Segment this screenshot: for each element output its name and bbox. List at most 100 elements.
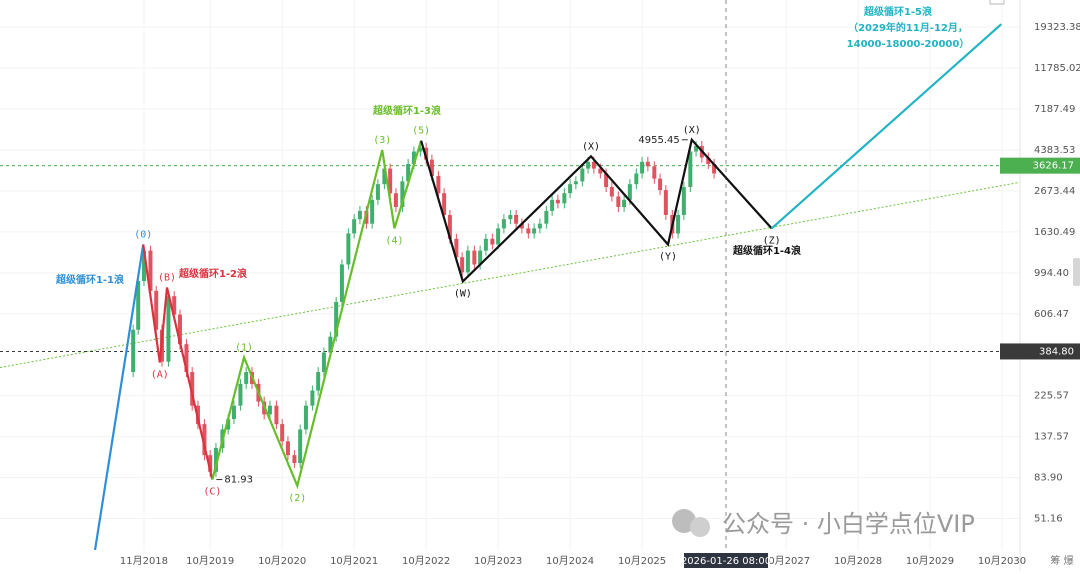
- x-tick-label: 10月2022: [402, 555, 450, 567]
- candle: [616, 196, 621, 208]
- candle: [555, 199, 560, 204]
- wave-note: （2029年的11月-12月，: [848, 21, 968, 34]
- price-note: 4955.45: [638, 135, 679, 146]
- x-tick-label: 10月2019: [186, 555, 234, 567]
- candle: [532, 228, 537, 234]
- y-tick-label: 51.16: [1034, 514, 1063, 525]
- x-tick-label: 10月2030: [978, 555, 1026, 567]
- candle: [436, 176, 441, 194]
- candle: [346, 233, 351, 265]
- candle: [213, 447, 218, 472]
- x-tick-label: 10月2027: [762, 555, 810, 567]
- wave-label: (C): [203, 487, 221, 498]
- candle: [339, 264, 344, 302]
- wave-label: (W): [454, 288, 472, 299]
- wave-label: (3): [373, 135, 391, 146]
- wave-label: (Y): [659, 251, 677, 262]
- x-tick-label: 10月2024: [546, 555, 594, 567]
- candle: [370, 199, 375, 224]
- price-tag-label: 3626.17: [1033, 161, 1074, 172]
- candle: [148, 250, 153, 291]
- candle: [177, 314, 182, 345]
- candle: [537, 223, 542, 229]
- candle: [712, 163, 717, 174]
- candle: [364, 210, 369, 224]
- candle: [136, 281, 141, 330]
- candle: [526, 228, 531, 234]
- candle: [580, 168, 585, 182]
- x-tick-label: 10月2025: [618, 555, 666, 567]
- candle: [663, 190, 668, 215]
- candle: [357, 210, 362, 220]
- wave-line: [142, 244, 214, 480]
- x-tick-label: 10月2020: [258, 555, 306, 567]
- watermark: 公众号 · 小白学点位VIP: [672, 509, 975, 538]
- y-tick-label: 83.90: [1034, 473, 1063, 484]
- candle: [442, 193, 447, 215]
- x-tick-label: 10月2023: [474, 555, 522, 567]
- candle: [280, 424, 285, 442]
- candle: [388, 168, 393, 194]
- y-tick-label: 11785.02: [1034, 63, 1080, 74]
- candle: [418, 147, 423, 152]
- wave-name: 超级循环1-5浪: [863, 5, 932, 18]
- candle: [226, 419, 231, 430]
- candle: [375, 184, 380, 200]
- wave-name: 超级循环1-3浪: [372, 104, 441, 117]
- candle: [310, 390, 315, 406]
- candle: [208, 455, 213, 472]
- candle: [634, 173, 639, 185]
- candle: [706, 157, 711, 164]
- candle: [604, 173, 609, 188]
- candle: [562, 193, 567, 204]
- corner-box: [989, 0, 1005, 5]
- candle: [154, 290, 159, 330]
- candle: [238, 383, 243, 406]
- candle: [681, 187, 686, 215]
- wave-label: (0): [134, 229, 152, 240]
- candle: [447, 214, 452, 239]
- candle: [285, 441, 290, 456]
- y-tick-label: 225.57: [1034, 391, 1069, 402]
- crosshair-tag: [684, 553, 768, 568]
- y-tick-label: 994.40: [1034, 268, 1069, 279]
- candle: [645, 161, 650, 167]
- candle: [465, 250, 470, 273]
- candle: [640, 161, 645, 174]
- y-tick-label: 1630.49: [1034, 227, 1075, 238]
- candle: [298, 429, 303, 464]
- candle: [393, 193, 398, 208]
- wave-label: (B): [158, 272, 176, 283]
- side-handle[interactable]: [1073, 258, 1080, 286]
- candle: [429, 159, 434, 177]
- candle: [334, 301, 339, 337]
- candle: [166, 296, 171, 362]
- candle: [519, 223, 524, 229]
- x-tick-label: 11月2018: [120, 555, 168, 567]
- candle: [292, 455, 297, 464]
- candle: [652, 166, 657, 179]
- candle: [400, 181, 405, 208]
- wave-name: 超级循环1-4浪: [732, 244, 801, 257]
- wave-label: (X): [582, 141, 600, 152]
- wave-label: (1): [235, 342, 253, 353]
- wave-name: 超级循环1-2浪: [178, 267, 247, 280]
- candle: [406, 163, 411, 182]
- candle: [328, 336, 333, 353]
- wave-line: [93, 244, 145, 551]
- price-tag: [1000, 157, 1080, 174]
- candle: [694, 145, 699, 152]
- candle: [478, 250, 483, 265]
- candle: [568, 184, 573, 194]
- wave-label: (X): [683, 125, 701, 136]
- candle: [131, 329, 136, 373]
- price-tag: [1000, 343, 1080, 360]
- crosshair-label: 2026-01-26 08:00: [681, 556, 771, 567]
- candle: [321, 352, 326, 373]
- wave-note: 14000-18000-20000）: [847, 37, 970, 50]
- price-tag-label: 384.80: [1039, 346, 1074, 357]
- wave-name: 超级循环1-1浪: [55, 273, 124, 286]
- plot: (0) 超级循环1-1浪 (A) (B) (C) 超级循环1-2浪 (1) (2) (3) (4)…: [0, 5, 1021, 551]
